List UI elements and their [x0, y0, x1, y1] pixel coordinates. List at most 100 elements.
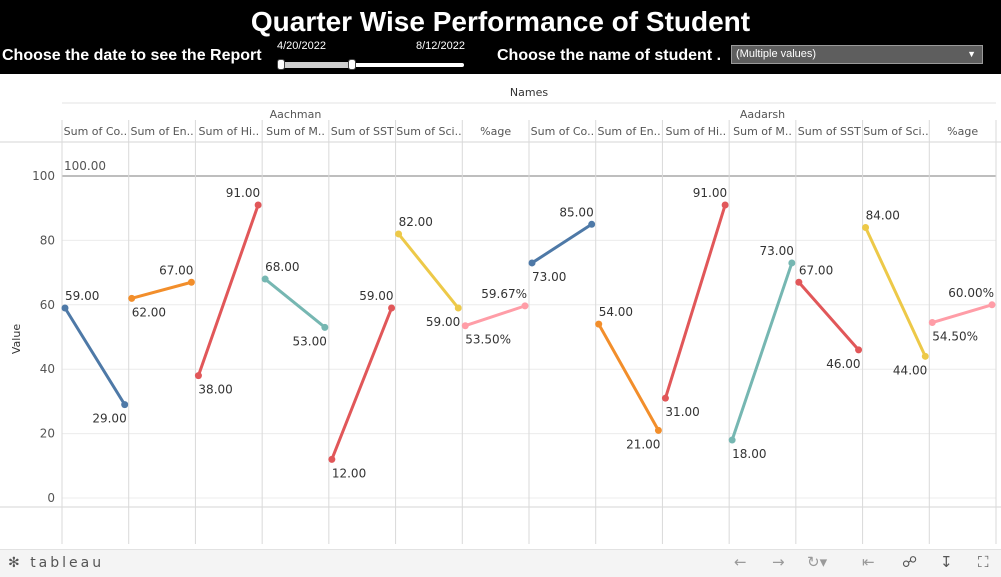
reference-line-label: 100.00 [64, 159, 106, 173]
column-header-label: %age [947, 125, 978, 138]
data-point [721, 201, 729, 209]
series-line [730, 261, 794, 442]
date-filter-label: Choose the date to see the Report [2, 47, 262, 64]
share-icon[interactable]: ☍ [902, 553, 918, 571]
series-line [196, 203, 260, 378]
series-line [930, 303, 994, 325]
date-range-selection [280, 62, 352, 68]
student-select[interactable]: (Multiple values) ▼ [731, 45, 983, 64]
column-header-label: Sum of Hi.. [198, 125, 259, 138]
data-label: 59.00 [359, 289, 393, 303]
data-point [328, 455, 336, 463]
line-chart: 0 20 40 60 80 100 100.00 Names Value Aachman Sum o… [0, 86, 1001, 544]
column-header-label: Sum of SST [798, 125, 861, 138]
data-label: 53.50% [465, 333, 511, 347]
data-label: 29.00 [92, 412, 126, 426]
column-header-label: Sum of En.. [130, 125, 193, 138]
data-label: 59.67% [481, 287, 527, 301]
data-label: 91.00 [226, 186, 260, 200]
data-label: 12.00 [332, 466, 366, 480]
data-point [788, 259, 796, 267]
student-select-value: (Multiple values) [736, 48, 817, 60]
revert-icon[interactable]: ↻▾ [807, 553, 828, 571]
column-header-label: Sum of M.. [733, 125, 792, 138]
data-label: 21.00 [626, 437, 660, 451]
panel-title: Aadarsh [740, 108, 785, 121]
reset-icon[interactable]: ⇤ [862, 553, 875, 571]
data-label: 73.00 [532, 270, 566, 284]
fullscreen-icon[interactable]: ⛶ [978, 553, 989, 571]
column-header-label: Sum of SST [331, 125, 394, 138]
data-label: 73.00 [759, 244, 793, 258]
data-point [121, 401, 129, 409]
data-point [855, 346, 863, 354]
data-point [588, 220, 596, 228]
y-tick-label: 100 [32, 169, 55, 183]
column-header-title: Names [510, 86, 548, 99]
data-point [194, 372, 202, 380]
redo-icon[interactable]: → [772, 553, 785, 571]
series-line [463, 304, 527, 328]
data-point [61, 304, 69, 312]
slider-end-handle[interactable] [348, 59, 356, 70]
undo-icon[interactable]: ← [734, 553, 747, 571]
data-label: 60.00% [948, 286, 994, 300]
data-point [388, 304, 396, 312]
column-header-label: Sum of Co.. [531, 125, 594, 138]
data-label: 38.00 [198, 383, 232, 397]
tableau-logo-text: tableau [30, 555, 105, 571]
series-line [597, 322, 660, 432]
series-line [864, 226, 927, 358]
data-point [595, 320, 603, 328]
data-label: 54.50% [932, 330, 978, 344]
data-point [395, 230, 403, 238]
dashboard-title: Quarter Wise Performance of Student [250, 6, 751, 37]
data-point [862, 224, 870, 232]
column-header-label: Sum of Sci.. [863, 125, 928, 138]
data-label: 53.00 [292, 334, 326, 348]
dashboard-header: Quarter Wise Performance of Student Choo… [0, 0, 1001, 74]
series-line [530, 222, 594, 265]
date-start: 4/20/2022 [277, 40, 326, 52]
data-point [454, 304, 462, 312]
data-point [187, 278, 195, 286]
data-point [321, 323, 329, 331]
column-header-label: Sum of En.. [597, 125, 660, 138]
student-filter-label: Choose the name of student . [497, 47, 722, 64]
data-label: 54.00 [599, 305, 633, 319]
date-range-slider[interactable] [280, 63, 464, 67]
data-label: 62.00 [132, 305, 166, 319]
data-label: 31.00 [665, 405, 699, 419]
date-end: 8/12/2022 [416, 40, 465, 52]
data-label: 82.00 [399, 215, 433, 229]
series-line [663, 203, 727, 400]
footer-toolbar: ✻ tableau ← → ↻▾ ⇤ ☍ ↧ ⛶ [0, 549, 1001, 577]
data-label: 18.00 [732, 447, 766, 461]
data-point [261, 275, 269, 283]
download-icon[interactable]: ↧ [940, 553, 953, 571]
tableau-logo-mark: ✻ [8, 555, 23, 571]
data-point [661, 394, 669, 402]
data-point [728, 436, 736, 444]
data-point [928, 319, 936, 327]
data-label: 67.00 [159, 263, 193, 277]
data-label: 68.00 [265, 260, 299, 274]
y-tick-label: 20 [40, 427, 55, 441]
y-tick-label: 80 [40, 233, 55, 247]
data-point [921, 352, 929, 360]
series-line [330, 306, 394, 461]
y-tick-label: 60 [40, 298, 55, 312]
slider-start-handle[interactable] [277, 59, 285, 70]
panel-title: Aachman [270, 108, 322, 121]
column-header-label: Sum of M.. [266, 125, 325, 138]
data-point [521, 302, 529, 310]
column-header-label: %age [480, 125, 511, 138]
series-line [130, 280, 193, 300]
tableau-logo: ✻ tableau [8, 554, 104, 572]
data-point [795, 278, 803, 286]
data-point [128, 294, 136, 302]
data-point [654, 426, 662, 434]
data-point [988, 301, 996, 309]
chevron-down-icon: ▼ [967, 49, 976, 59]
data-label: 59.00 [65, 289, 99, 303]
